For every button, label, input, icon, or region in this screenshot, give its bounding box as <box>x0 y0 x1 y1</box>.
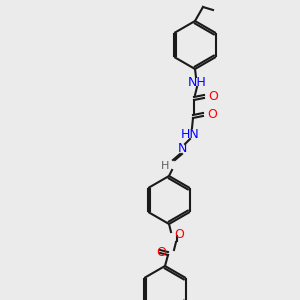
Text: O: O <box>174 229 184 242</box>
Text: NH: NH <box>188 76 206 88</box>
Text: O: O <box>156 245 166 259</box>
Text: N: N <box>177 142 187 155</box>
Text: O: O <box>207 109 217 122</box>
Text: H: H <box>160 161 169 171</box>
Text: O: O <box>208 91 218 103</box>
Text: HN: HN <box>181 128 200 140</box>
